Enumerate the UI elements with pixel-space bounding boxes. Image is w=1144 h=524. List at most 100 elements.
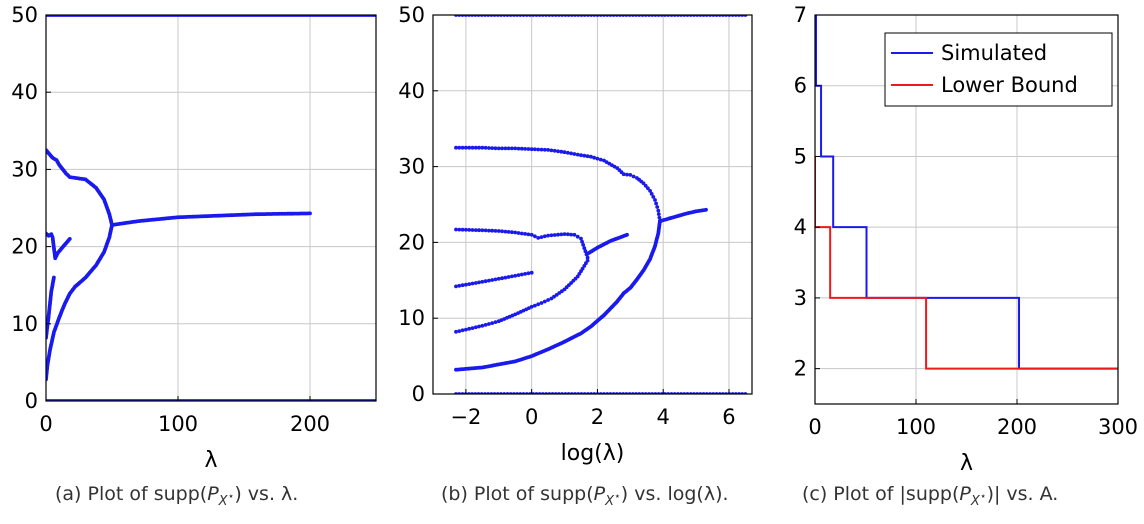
y-tick-label: 40 (11, 80, 38, 104)
chart-2: −2 0 2 4 6 0 10 20 30 40 50 log(λ) (398, 3, 753, 466)
data-point (493, 146, 498, 151)
series-7 (46, 275, 56, 340)
series-3 (454, 145, 662, 224)
data-point (655, 205, 660, 209)
data-point (477, 280, 481, 285)
data-point (496, 146, 501, 151)
data-point (651, 195, 656, 199)
y-tick-label: 20 (398, 230, 425, 254)
legend-label: Simulated (941, 41, 1047, 65)
data-point (454, 145, 458, 150)
x-axis-label: log(λ) (561, 441, 625, 466)
caption-b: (b) Plot of supp(PX⋆) vs. log(λ). (441, 483, 729, 509)
data-point (464, 327, 468, 332)
x-tick-label: 4 (657, 405, 670, 429)
data-point (581, 243, 586, 247)
x-axis-label: λ (204, 448, 217, 473)
x-tick-label: 2 (591, 405, 604, 429)
series-4 (454, 219, 662, 372)
series-line-2 (815, 156, 1118, 370)
data-point (464, 145, 468, 150)
data-point (704, 207, 708, 212)
data-point (569, 151, 573, 156)
data-point (470, 228, 475, 232)
x-axis-label: λ (960, 451, 973, 476)
data-point (579, 153, 583, 158)
y-tick-label: 10 (11, 312, 38, 336)
data-point (654, 201, 658, 206)
data-point (457, 227, 462, 232)
data-point (595, 156, 600, 161)
data-point (562, 232, 567, 237)
data-point (598, 157, 603, 162)
plot-frame (45, 14, 377, 402)
data-point (556, 149, 560, 154)
data-point (493, 229, 498, 233)
data-point (585, 154, 590, 159)
plot-area-1 (46, 15, 376, 401)
data-point (496, 276, 501, 281)
y-tick-label: 50 (11, 3, 38, 27)
data-point (643, 183, 648, 188)
data-point (552, 148, 557, 153)
data-point (526, 232, 531, 237)
data-point (519, 272, 524, 277)
caption-a-sub: X (218, 493, 228, 509)
caption-c-star: ⋆ (979, 489, 987, 503)
data-point (523, 232, 527, 236)
caption-c-sub: X (970, 493, 980, 509)
data-point (460, 328, 465, 333)
data-point (625, 232, 629, 237)
data-point (559, 232, 564, 237)
data-point (490, 146, 495, 151)
data-point (477, 228, 481, 233)
legend: Simulated Lower Bound (884, 32, 1113, 107)
data-point (464, 282, 468, 287)
data-point (513, 273, 518, 278)
data-point (657, 215, 662, 220)
data-point (460, 145, 465, 150)
data-point (648, 189, 652, 193)
data-point (493, 320, 498, 324)
data-point (519, 146, 524, 151)
series-8 (454, 258, 590, 334)
data-point (503, 146, 508, 151)
data-point (641, 181, 646, 186)
series-6 (46, 231, 72, 261)
data-point (513, 230, 518, 235)
series-5 (658, 207, 708, 224)
data-point (487, 228, 491, 233)
data-point (487, 278, 491, 283)
y-tick-label: 5 (794, 144, 807, 168)
x-tick-label: 200 (290, 412, 330, 436)
caption-a: (a) Plot of supp(PX⋆) vs. λ. (55, 483, 299, 509)
data-point (523, 272, 527, 276)
data-point (473, 325, 478, 330)
caption-a-star: ⋆ (227, 489, 235, 503)
series-line-1 (815, 15, 1118, 370)
data-point (510, 230, 514, 235)
caption-c-supp: supp (905, 483, 952, 505)
data-point (572, 152, 577, 156)
data-point (529, 270, 534, 275)
data-point (542, 147, 547, 152)
data-point (580, 266, 585, 271)
data-point (529, 232, 534, 237)
data-point (649, 192, 654, 196)
data-point (533, 234, 537, 239)
data-point (562, 150, 567, 155)
caption-c-suffix: )| vs. A. (986, 483, 1059, 505)
y-tick-label: 30 (11, 157, 38, 181)
caption-c-p: P (959, 483, 971, 505)
data-point (477, 145, 481, 150)
data-point (480, 228, 485, 233)
data-point (454, 329, 458, 334)
data-point (493, 277, 498, 282)
plot-area-2 (454, 15, 748, 394)
data-point (467, 228, 472, 232)
data-point (483, 279, 488, 284)
data-point (565, 232, 570, 237)
data-point (546, 233, 550, 238)
x-tick-label: 100 (896, 415, 936, 439)
